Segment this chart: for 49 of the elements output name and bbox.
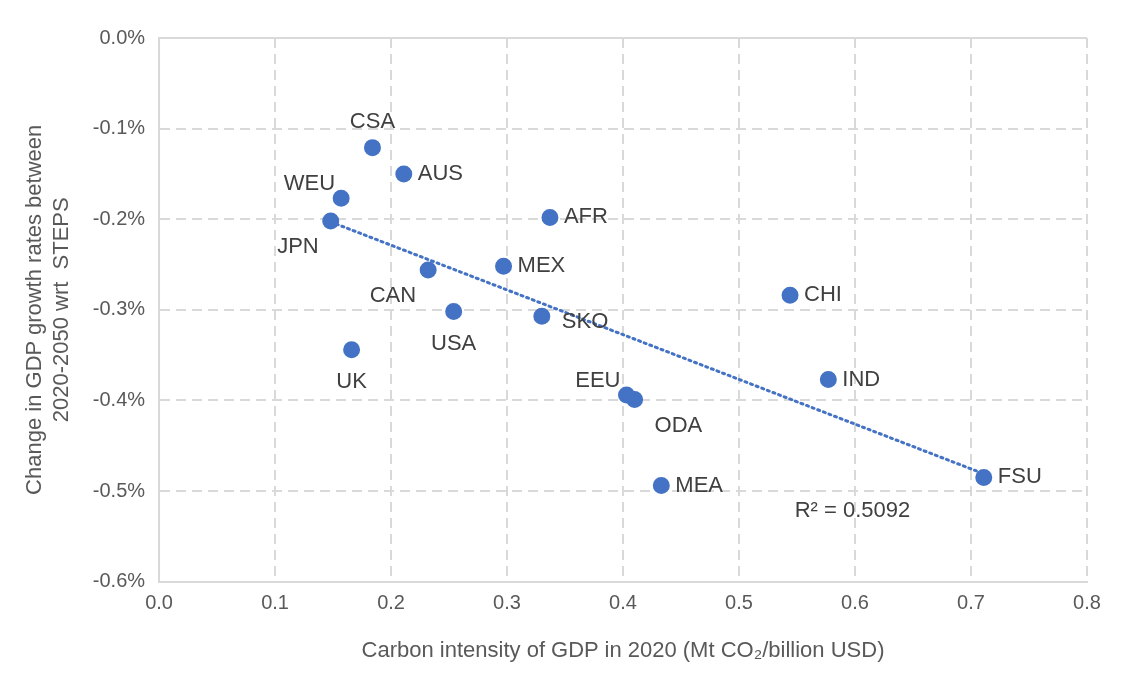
point [541,208,559,226]
y-tick-label: -0.5% [92,478,146,501]
point [975,468,993,486]
y-axis-title: Change in GDP growth rates between 2020-2050 wrt STEPS [21,124,73,495]
series-label: IND [842,365,881,391]
series-label: CSA [349,107,396,133]
series-label: AFR [563,203,608,229]
point [363,139,381,157]
point [618,386,635,404]
point [343,341,361,359]
point [819,371,837,389]
y-tick-label: -0.1% [92,116,146,139]
series-label: WEU [283,170,336,196]
y-tick-label: -0.6% [92,569,146,592]
x-tick-label: 0.4 [609,591,637,614]
point [652,477,670,495]
x-tick-label: 0.3 [493,591,521,614]
annotation: R² = 0.5092 [794,496,911,522]
x-tick-label: 0.2 [377,591,405,614]
x-tick-label: 0.7 [957,591,985,614]
point [332,189,350,207]
series-label: MEX [517,252,566,278]
point [495,257,513,275]
y-tick-label: 0.0% [99,25,146,48]
series-label: CAN [369,282,417,307]
x-axis-title: Carbon intensity of GDP in 2020 (Mt CO₂/billion USD) [361,636,885,662]
point [322,212,340,230]
x-tick-label: 0.5 [725,591,753,614]
point [419,261,437,279]
x-tick-label: 0.6 [841,591,869,614]
x-tick-label: 0.8 [1073,591,1101,614]
point [781,286,799,304]
series-label: MEA [675,471,724,497]
series-label: UK [336,367,368,393]
series-label: JPN [277,233,319,259]
series-label: EEU [575,367,621,393]
point [395,165,413,183]
series-label: AUS [417,159,464,185]
y-tick-label: -0.4% [92,387,146,410]
point [445,303,463,321]
series-label: USA [431,329,477,355]
series-label: FSU [997,463,1042,489]
y-tick-label: -0.2% [92,206,146,229]
point [533,307,551,325]
series-label: CHI [804,281,842,307]
series-label: ODA [654,411,703,437]
x-tick-label: 0.1 [261,591,289,614]
y-tick-label: -0.3% [92,297,146,320]
x-tick-label: 0.0 [145,591,173,614]
